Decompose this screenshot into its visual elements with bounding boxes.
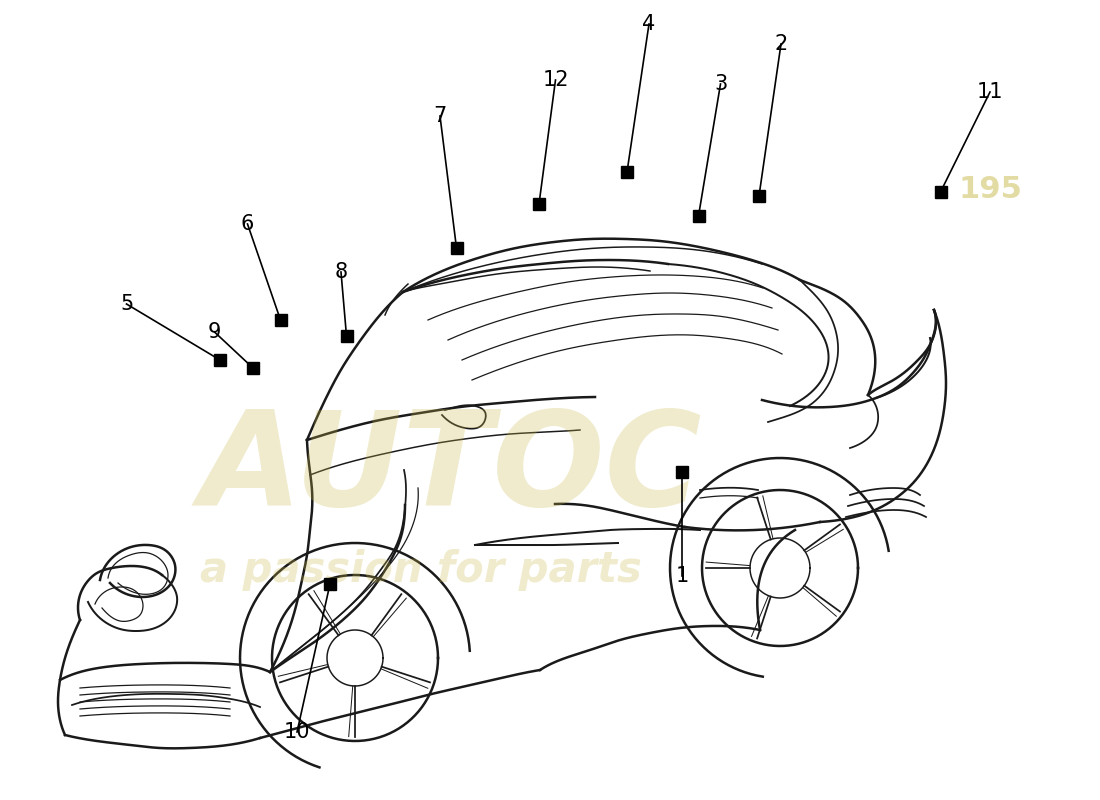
Text: 7: 7 (433, 106, 447, 126)
Text: 3: 3 (714, 74, 727, 94)
Text: AUTOC: AUTOC (200, 406, 703, 534)
Text: 10: 10 (284, 722, 310, 742)
Text: 2: 2 (774, 34, 788, 54)
Text: 9: 9 (208, 322, 221, 342)
Text: 6: 6 (241, 214, 254, 234)
Text: 4: 4 (642, 14, 656, 34)
Text: 195: 195 (958, 175, 1022, 205)
Text: 12: 12 (542, 70, 569, 90)
Text: 8: 8 (334, 262, 348, 282)
Text: a passion for parts: a passion for parts (200, 549, 641, 591)
Text: 11: 11 (977, 82, 1003, 102)
Text: 5: 5 (120, 294, 133, 314)
Text: 1: 1 (675, 566, 689, 586)
